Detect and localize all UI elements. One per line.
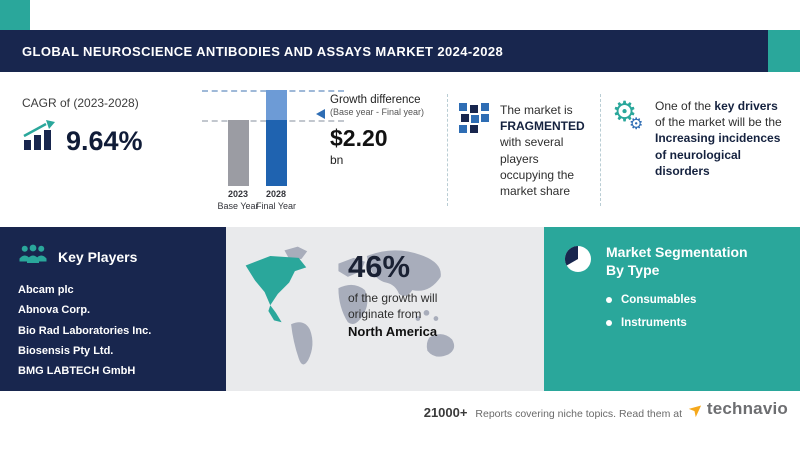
regional-growth-block: 46% of the growth will originate from No… bbox=[348, 251, 528, 339]
footer-text: 21000+ Reports covering niche topics. Re… bbox=[423, 405, 682, 420]
segmentation-item: Instruments bbox=[606, 317, 782, 329]
technavio-logo: ➤ technavio bbox=[684, 397, 788, 421]
bullet-dot bbox=[606, 320, 612, 326]
left-arrow-icon bbox=[316, 109, 325, 119]
regional-growth-region: North America bbox=[348, 324, 438, 340]
stats-row: CAGR of (2023-2028) 9.64% bbox=[0, 72, 800, 227]
market-structure-text: The market is FRAGMENTED with several pl… bbox=[500, 103, 585, 198]
growth-difference-unit: bn bbox=[330, 153, 344, 167]
technavio-logo-icon: ➤ bbox=[684, 397, 708, 421]
key-driver-text: One of the key drivers of the market wil… bbox=[655, 99, 782, 178]
report-count: 21000+ bbox=[423, 405, 468, 420]
growth-trend-icon bbox=[22, 120, 58, 155]
key-players-list: Abcam plc Abnova Corp. Bio Rad Laborator… bbox=[18, 280, 208, 382]
bar-axis-labels: 2023 Base Year 2028 Final Year bbox=[202, 189, 352, 219]
cagr-label: CAGR of (2023-2028) bbox=[22, 96, 139, 110]
key-player-item: Bio Rad Laboratories Inc. bbox=[18, 324, 152, 337]
key-driver-icon: ⚙ ⚙ bbox=[612, 96, 644, 133]
segmentation-panel: Market Segmentation By Type Consumables … bbox=[544, 227, 800, 391]
bar-2023 bbox=[228, 120, 249, 186]
regional-growth-text: of the growth will originate from bbox=[348, 291, 438, 322]
segmentation-title: Market Segmentation By Type bbox=[606, 244, 748, 279]
teal-corner-decoration bbox=[0, 0, 30, 30]
key-player-item: Abnova Corp. bbox=[18, 304, 91, 317]
regional-panel: 46% of the growth will originate from No… bbox=[226, 227, 544, 391]
dashed-divider bbox=[447, 94, 448, 206]
growth-difference-block: Growth difference (Base year - Final yea… bbox=[316, 94, 445, 167]
teal-header-end-decoration bbox=[768, 30, 800, 72]
footer: 21000+ Reports covering niche topics. Re… bbox=[0, 391, 800, 450]
key-players-title: Key Players bbox=[58, 248, 138, 265]
segmentation-icon bbox=[562, 243, 594, 280]
dashed-divider bbox=[600, 94, 601, 206]
key-players-icon bbox=[18, 243, 48, 270]
bar-label-2023: 2023 Base Year bbox=[217, 189, 259, 211]
fragmented-icon bbox=[458, 102, 490, 199]
key-player-item: Biosensis Pty Ltd. bbox=[18, 345, 114, 358]
fragmented-highlight: FRAGMENTED bbox=[500, 119, 585, 134]
segmentation-list: Consumables Instruments bbox=[606, 294, 782, 329]
key-players-panel: Key Players Abcam plc Abnova Corp. Bio R… bbox=[0, 227, 226, 391]
segmentation-item: Consumables bbox=[606, 294, 782, 306]
key-player-item: BMG LABTECH GmbH bbox=[18, 365, 136, 378]
growth-bar-chart bbox=[202, 90, 352, 186]
cagr-block: CAGR of (2023-2028) 9.64% bbox=[22, 96, 182, 155]
bar-2028 bbox=[266, 90, 287, 186]
cagr-value: 9.64% bbox=[66, 126, 143, 156]
page-title: GLOBAL NEUROSCIENCE ANTIBODIES AND ASSAY… bbox=[22, 43, 504, 59]
world-map bbox=[245, 246, 455, 365]
key-driver-block: ⚙ ⚙ One of the key drivers of the market… bbox=[612, 98, 790, 179]
growth-difference-sublabel: (Base year - Final year) bbox=[330, 107, 425, 117]
key-player-item: Abcam plc bbox=[18, 284, 74, 296]
growth-difference-value: $2.20 bbox=[330, 125, 388, 151]
regional-growth-value: 46% bbox=[348, 249, 411, 284]
bar-label-2028: 2028 Final Year bbox=[255, 189, 297, 211]
bullet-dot bbox=[606, 297, 612, 303]
market-structure-block: The market is FRAGMENTED with several pl… bbox=[458, 102, 596, 199]
header: GLOBAL NEUROSCIENCE ANTIBODIES AND ASSAY… bbox=[0, 30, 800, 72]
growth-difference-label: Growth difference bbox=[330, 94, 421, 106]
technavio-logo-text: technavio bbox=[706, 399, 788, 418]
